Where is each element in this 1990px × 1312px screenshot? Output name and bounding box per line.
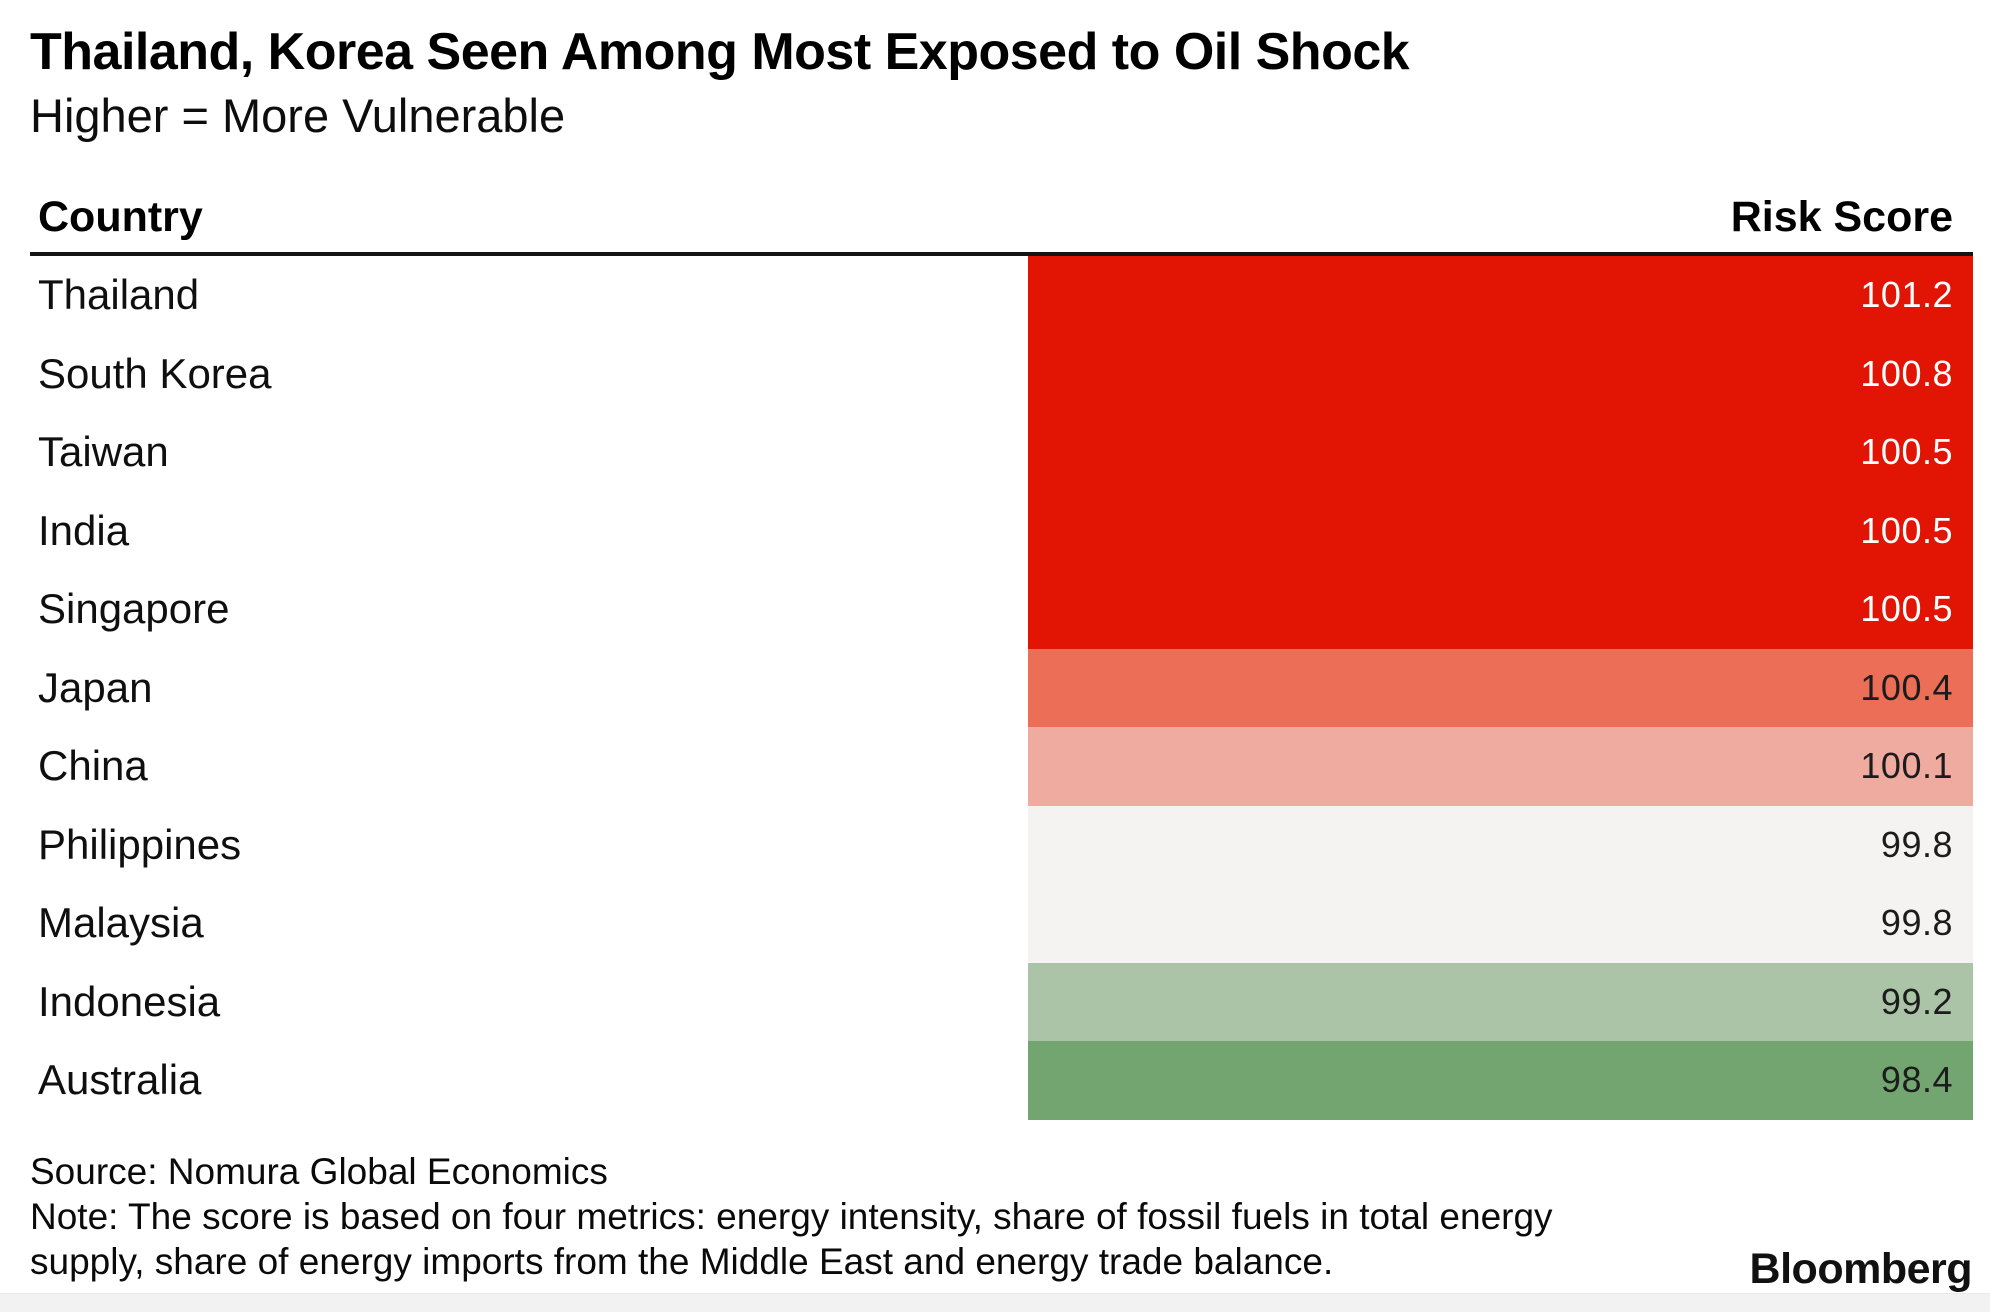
table-row: Philippines 99.8 — [0, 805, 1973, 884]
country-label: India — [0, 491, 1028, 570]
table-row: Taiwan 100.5 — [0, 413, 1973, 492]
country-label: Malaysia — [0, 884, 1028, 963]
risk-score-cell: 101.2 — [1028, 256, 1973, 335]
table-row: Australia 98.4 — [0, 1041, 1973, 1120]
country-label: Philippines — [0, 805, 1028, 884]
country-label: Australia — [0, 1041, 1028, 1120]
risk-score-cell: 100.5 — [1028, 491, 1973, 570]
country-label: South Korea — [0, 334, 1028, 413]
risk-score-cell: 100.5 — [1028, 570, 1973, 649]
bottom-strip — [0, 1293, 1990, 1312]
country-label: Taiwan — [0, 413, 1028, 492]
risk-score-table: Country Risk Score Thailand 101.2 South Ko… — [0, 196, 1973, 1120]
chart-title: Thailand, Korea Seen Among Most Exposed … — [30, 23, 1410, 81]
table-row: China 100.1 — [0, 727, 1973, 806]
country-label: Singapore — [0, 570, 1028, 649]
note-text-line1: Note: The score is based on four metrics… — [30, 1196, 1553, 1237]
risk-score-cell: 100.5 — [1028, 413, 1973, 492]
country-label: Indonesia — [0, 962, 1028, 1041]
risk-score-cell: 99.8 — [1028, 805, 1973, 884]
table-row: Malaysia 99.8 — [0, 884, 1973, 963]
table-row: Indonesia 99.2 — [0, 962, 1973, 1041]
note-text-line2: supply, share of energy imports from the… — [30, 1241, 1334, 1282]
source-text: Source: Nomura Global Economics — [30, 1151, 608, 1192]
country-label: Japan — [0, 648, 1028, 727]
risk-score-cell: 100.1 — [1028, 727, 1973, 806]
column-header-risk-score: Risk Score — [1730, 193, 1953, 241]
column-header-country: Country — [38, 193, 203, 241]
risk-score-cell: 98.4 — [1028, 1041, 1973, 1120]
country-label: Thailand — [0, 256, 1028, 335]
table-row: South Korea 100.8 — [0, 334, 1973, 413]
bloomberg-logo: Bloomberg — [1749, 1245, 1973, 1293]
table-header-row: Country Risk Score — [30, 196, 1973, 256]
table-body: Thailand 101.2 South Korea 100.8 Taiwan 100.5… — [0, 256, 1973, 1120]
country-label: China — [0, 727, 1028, 806]
risk-score-cell: 99.2 — [1028, 962, 1973, 1041]
table-row: Singapore 100.5 — [0, 570, 1973, 649]
table-row: India 100.5 — [0, 491, 1973, 570]
risk-score-cell: 100.8 — [1028, 334, 1973, 413]
risk-score-cell: 99.8 — [1028, 884, 1973, 963]
table-row: Japan 100.4 — [0, 648, 1973, 727]
chart-subtitle: Higher = More Vulnerable — [30, 89, 566, 142]
chart-footer: Source: Nomura Global Economics Note: Th… — [30, 1149, 1553, 1284]
risk-score-cell: 100.4 — [1028, 648, 1973, 727]
table-row: Thailand 101.2 — [0, 256, 1973, 335]
